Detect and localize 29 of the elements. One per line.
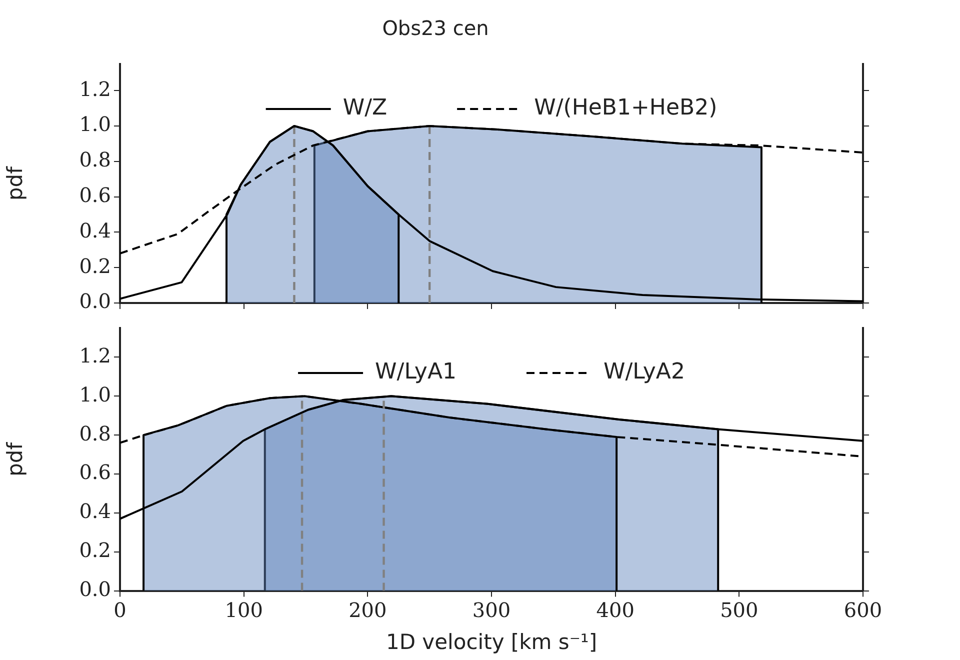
x-axis-title: 1D velocity [km s⁻¹] — [386, 630, 598, 654]
y-tick-label: 0.4 — [79, 218, 111, 242]
y-tick-label: 0.4 — [79, 499, 111, 524]
x-tick-label: 200 — [348, 598, 387, 622]
y-tick-label: 1.0 — [79, 382, 111, 406]
y-tick-label: 0.6 — [79, 182, 111, 207]
legend-label: W/LyA1 — [375, 360, 456, 385]
chart-title: Obs23 cen — [382, 16, 489, 40]
y-tick-label: 0.8 — [79, 148, 111, 172]
x-tick-label: 600 — [844, 598, 882, 622]
y-axis-title: pdf — [3, 442, 28, 476]
legend-label: W/(HeB1+HeB2) — [534, 96, 718, 121]
y-tick-label: 1.2 — [79, 343, 111, 368]
x-tick-label: 500 — [720, 598, 758, 622]
y-axis-title: pdf — [3, 166, 28, 201]
x-tick-label: 300 — [472, 598, 511, 622]
y-tick-label: 0.2 — [79, 254, 111, 278]
x-tick-label: 100 — [224, 598, 263, 622]
y-tick-label: 1.0 — [79, 112, 111, 136]
y-tick-label: 1.2 — [79, 76, 111, 101]
x-tick-label: 0 — [114, 598, 126, 622]
y-tick-label: 0.2 — [79, 538, 111, 562]
y-tick-label: 0.6 — [79, 460, 111, 484]
y-tick-label: 0.0 — [79, 289, 111, 314]
legend-label: W/Z — [342, 96, 388, 121]
legend-label: W/LyA2 — [604, 360, 685, 385]
y-tick-label: 0.8 — [79, 421, 111, 446]
y-tick-label: 0.0 — [79, 577, 111, 602]
x-tick-label: 400 — [596, 598, 634, 622]
